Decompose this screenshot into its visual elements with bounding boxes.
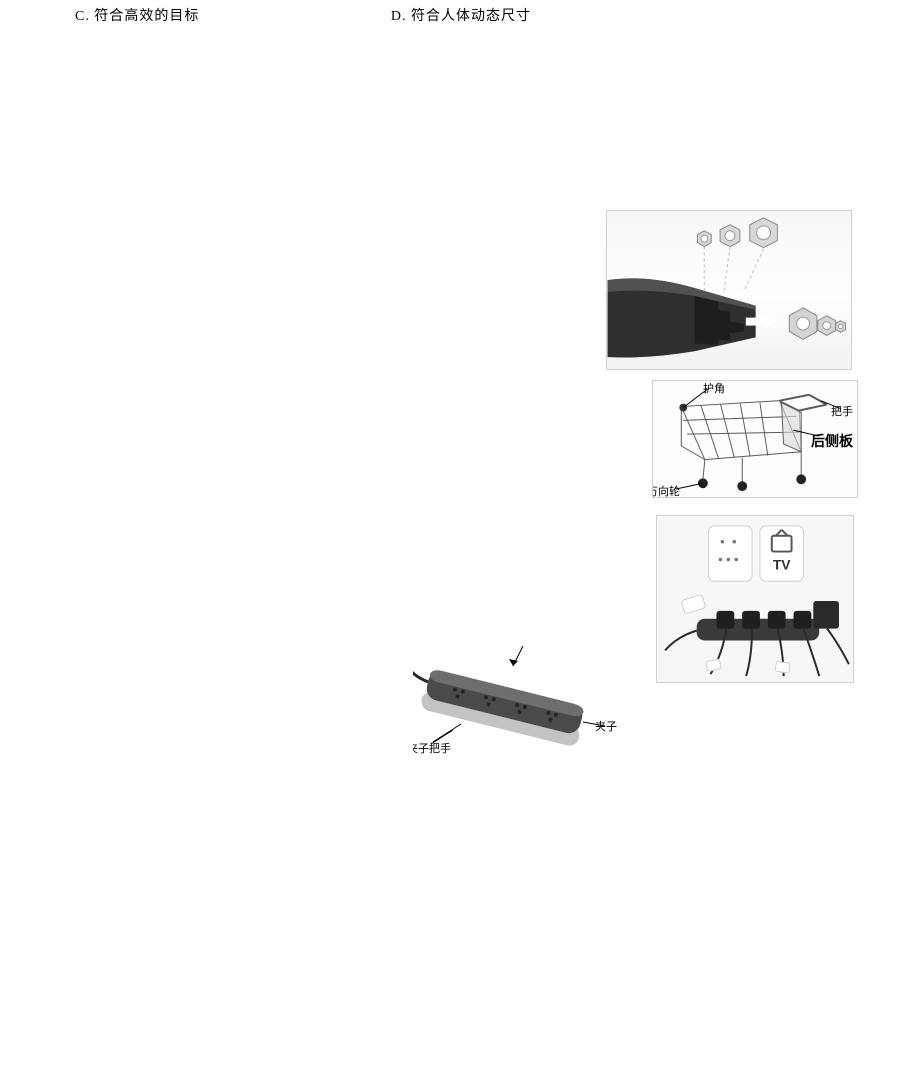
option-c: C. 符合高效的目标 bbox=[75, 5, 199, 25]
figure-socket-label: TV bbox=[656, 515, 854, 683]
socket-label-svg: TV bbox=[657, 516, 853, 682]
top-arrow-icon bbox=[509, 646, 523, 666]
tag-cards: TV bbox=[709, 526, 804, 581]
wrench-body bbox=[608, 278, 778, 357]
label-rear-panel: 后侧板 bbox=[811, 431, 853, 451]
label-corner: 护角 bbox=[703, 380, 725, 396]
tv-label: TV bbox=[773, 556, 791, 572]
label-handle: 把手 bbox=[831, 403, 853, 419]
figure-clamp-strip: 夹子把手 夹子 bbox=[413, 644, 638, 758]
label-clip: 夹子 bbox=[595, 718, 617, 734]
wrench-svg bbox=[607, 211, 851, 369]
figure-cart: 护角 把手 后侧板 万向轮 bbox=[652, 380, 858, 498]
guide-line bbox=[724, 247, 730, 292]
power-strip bbox=[665, 601, 849, 676]
option-d: D. 符合人体动态尺寸 bbox=[391, 5, 531, 25]
label-caster: 万向轮 bbox=[652, 483, 680, 498]
label-clip-handle: 夹子把手 bbox=[413, 740, 451, 756]
figure-wrench bbox=[606, 210, 852, 370]
options-row: C. 符合高效的目标 D. 符合人体动态尺寸 bbox=[75, 5, 875, 25]
cart-basket bbox=[679, 395, 826, 491]
guide-line bbox=[744, 249, 764, 292]
nuts-side bbox=[789, 308, 845, 340]
nuts-top bbox=[697, 218, 777, 248]
